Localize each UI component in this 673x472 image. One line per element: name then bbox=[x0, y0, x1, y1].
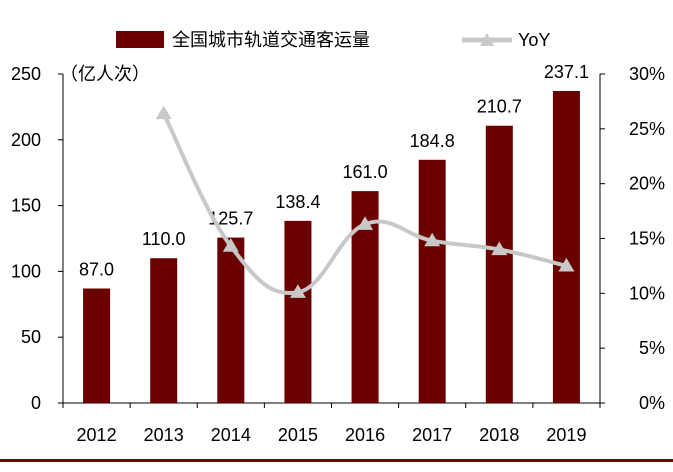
bar-value-label: 184.8 bbox=[410, 131, 455, 151]
y-tick-label: 250 bbox=[11, 64, 41, 84]
bottom-rule bbox=[0, 459, 673, 462]
y-axis-ticks: 0 50 100 150 200 250 bbox=[11, 64, 63, 413]
y-tick-label: 50 bbox=[21, 327, 41, 347]
bar bbox=[217, 237, 245, 403]
bar bbox=[284, 220, 312, 403]
yoy-point bbox=[424, 232, 441, 247]
y-tick-label: 100 bbox=[11, 261, 41, 281]
x-tick-label: 2013 bbox=[144, 425, 184, 445]
legend-line-label: YoY bbox=[518, 30, 550, 50]
legend-triangle-icon bbox=[480, 33, 494, 46]
x-axis-ticks: 2012 2013 2014 2015 2016 2017 2018 2019 bbox=[62, 403, 601, 445]
y2-tick-label: 0% bbox=[639, 393, 665, 413]
yoy-point bbox=[289, 284, 306, 298]
y2-tick-label: 25% bbox=[629, 119, 665, 139]
legend-bar-swatch bbox=[116, 31, 164, 48]
legend-bar-label: 全国城市轨道交通客运量 bbox=[172, 30, 370, 50]
y2-tick-label: 5% bbox=[639, 338, 665, 358]
yoy-point bbox=[558, 257, 575, 272]
bar bbox=[552, 90, 580, 403]
x-tick-label: 2015 bbox=[278, 425, 318, 445]
x-tick-label: 2016 bbox=[345, 425, 385, 445]
bar bbox=[150, 258, 178, 403]
y2-tick-label: 10% bbox=[629, 283, 665, 303]
yoy-point bbox=[222, 238, 239, 252]
bar bbox=[418, 159, 446, 403]
x-tick-label: 2014 bbox=[211, 425, 251, 445]
y-axis-unit-label: （亿人次） bbox=[60, 64, 150, 84]
bar-value-label: 138.4 bbox=[275, 192, 320, 212]
bar-value-label: 237.1 bbox=[544, 62, 589, 82]
yoy-point bbox=[155, 105, 172, 120]
y-tick-label: 0 bbox=[31, 393, 41, 413]
x-tick-label: 2019 bbox=[546, 425, 586, 445]
y-tick-label: 200 bbox=[11, 130, 41, 150]
yoy-point bbox=[357, 216, 374, 230]
yoy-line-series bbox=[155, 105, 575, 298]
bar-value-label: 110.0 bbox=[142, 229, 186, 249]
legend: 全国城市轨道交通客运量 YoY bbox=[116, 30, 550, 50]
bar-value-labels: 87.0 110.0 125.7 138.4 161.0 184.8 210.7 237.1 bbox=[79, 62, 589, 280]
y2-tick-label: 15% bbox=[629, 229, 665, 249]
x-tick-label: 2017 bbox=[412, 425, 452, 445]
bar-value-label: 210.7 bbox=[477, 97, 522, 117]
bar bbox=[485, 125, 513, 403]
x-tick-label: 2012 bbox=[77, 425, 117, 445]
y2-tick-label: 20% bbox=[629, 174, 665, 194]
bar-value-label: 125.7 bbox=[208, 209, 253, 229]
y-tick-label: 150 bbox=[11, 196, 41, 216]
bar bbox=[83, 288, 111, 403]
bar-value-label: 161.0 bbox=[343, 162, 388, 182]
y2-axis-ticks: 0% 5% 10% 15% 20% 25% 30% bbox=[600, 64, 665, 413]
bar-value-label: 87.0 bbox=[79, 260, 114, 280]
bar-series bbox=[83, 90, 580, 403]
yoy-point bbox=[491, 241, 508, 256]
y2-tick-label: 30% bbox=[629, 64, 665, 84]
x-tick-label: 2018 bbox=[479, 425, 519, 445]
